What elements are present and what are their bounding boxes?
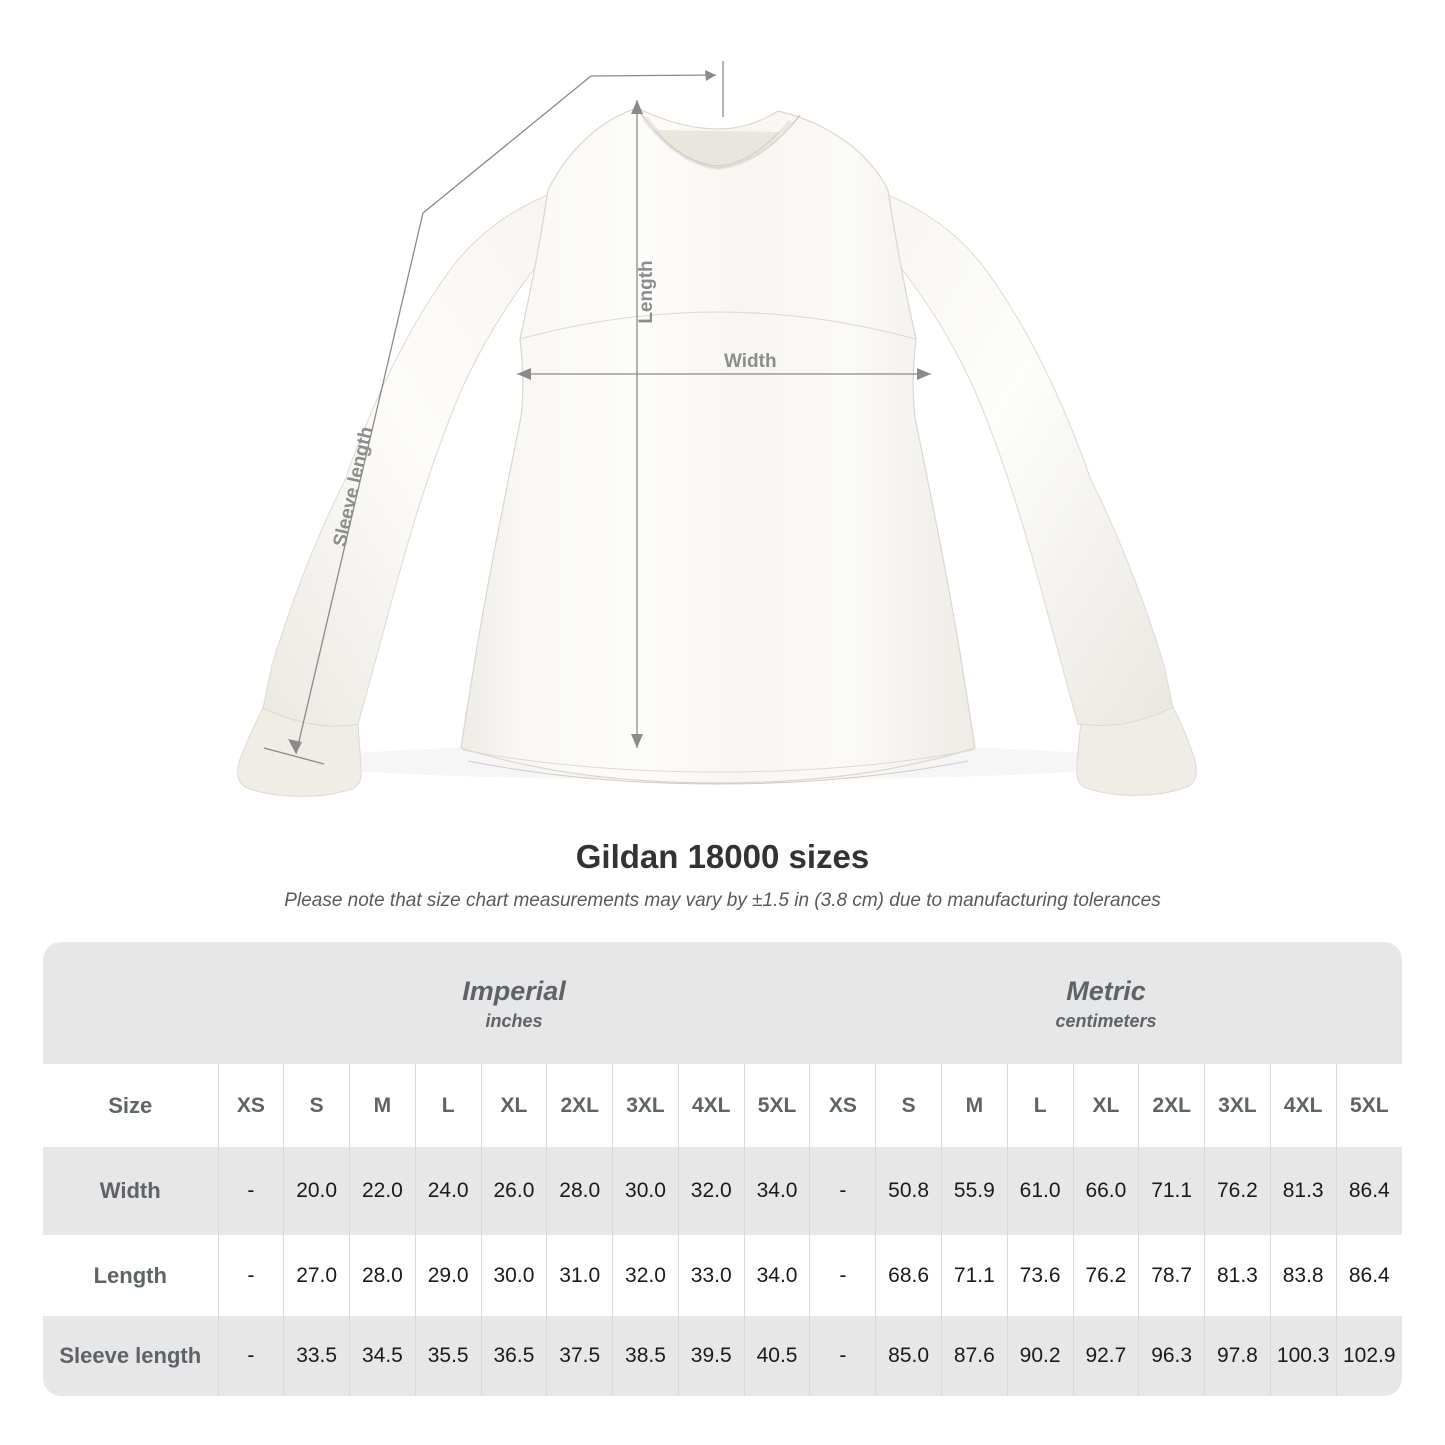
svg-text:Length: Length: [636, 260, 657, 323]
svg-text:Width: Width: [724, 351, 777, 372]
